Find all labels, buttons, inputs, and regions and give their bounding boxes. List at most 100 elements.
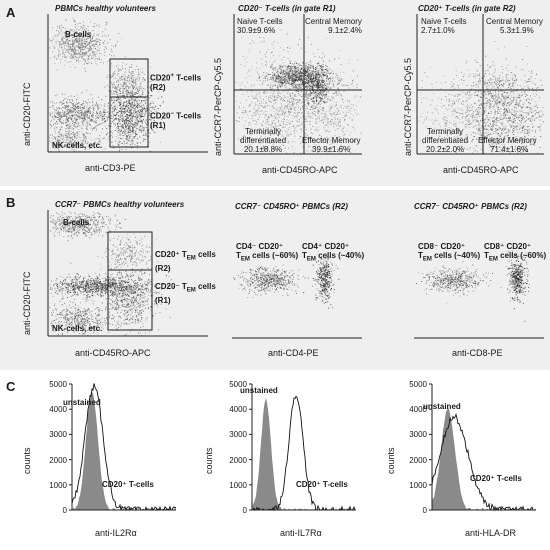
event-dot: [270, 101, 271, 103]
event-dot: [337, 128, 339, 130]
event-dot: [61, 126, 63, 128]
event-dot: [257, 113, 259, 115]
event-dot: [99, 142, 101, 144]
event-dot: [49, 113, 51, 115]
event-dot: [277, 75, 279, 77]
event-dot: [279, 77, 281, 79]
event-dot: [128, 93, 129, 95]
event-dot: [56, 112, 58, 114]
event-dot: [63, 35, 65, 37]
event-dot: [144, 97, 146, 99]
event-dot: [301, 73, 303, 75]
event-dot: [325, 37, 327, 39]
event-dot: [270, 65, 272, 67]
event-dot: [311, 70, 313, 72]
event-dot: [121, 125, 123, 127]
event-dot: [122, 125, 124, 127]
event-dot: [275, 79, 277, 81]
event-dot: [300, 78, 302, 80]
event-dot: [65, 19, 67, 21]
event-dot: [269, 74, 271, 75]
event-dot: [123, 101, 125, 103]
event-dot: [59, 134, 61, 135]
event-dot: [125, 91, 126, 93]
event-dot: [329, 78, 331, 79]
event-dot: [298, 119, 300, 121]
event-dot: [321, 113, 323, 115]
event-dot: [312, 74, 314, 76]
event-dot: [299, 79, 301, 81]
event-dot: [345, 114, 347, 116]
event-dot: [59, 53, 61, 55]
event-dot: [128, 128, 129, 130]
event-dot: [51, 126, 52, 128]
event-dot: [300, 78, 302, 80]
event-dot: [318, 117, 320, 119]
event-dot: [78, 40, 80, 42]
event-dot: [277, 68, 279, 70]
event-dot: [132, 116, 133, 118]
event-dot: [78, 129, 79, 131]
event-dot: [263, 77, 265, 79]
event-dot: [312, 80, 314, 82]
event-dot: [301, 121, 303, 123]
event-dot: [317, 126, 319, 128]
event-dot: [90, 107, 92, 109]
event-dot: [317, 83, 319, 85]
event-dot: [292, 84, 294, 86]
event-dot: [136, 87, 138, 89]
event-dot: [319, 84, 321, 86]
event-dot: [332, 73, 334, 75]
event-dot: [80, 42, 82, 44]
event-dot: [97, 46, 99, 48]
event-dot: [283, 78, 285, 80]
event-dot: [297, 79, 299, 81]
event-dot: [273, 69, 274, 71]
event-dot: [61, 114, 63, 116]
event-dot: [301, 74, 303, 76]
event-dot: [94, 141, 96, 143]
event-dot: [104, 109, 106, 111]
event-dot: [131, 98, 133, 100]
event-dot: [291, 75, 293, 77]
event-dot: [119, 87, 121, 89]
event-dot: [319, 75, 321, 77]
event-dot: [316, 85, 318, 87]
event-dot: [251, 69, 253, 71]
event-dot: [94, 120, 95, 122]
event-dot: [67, 113, 69, 115]
event-dot: [304, 71, 306, 72]
event-dot: [57, 48, 59, 50]
event-dot: [144, 79, 145, 81]
event-dot: [313, 98, 315, 99]
event-dot: [85, 63, 87, 64]
event-dot: [283, 56, 285, 58]
event-dot: [307, 102, 309, 104]
event-dot: [118, 84, 119, 86]
event-dot: [85, 30, 87, 32]
event-dot: [73, 47, 75, 49]
event-dot: [307, 66, 309, 68]
event-dot: [75, 116, 77, 118]
event-dot: [98, 39, 100, 40]
event-dot: [140, 109, 142, 111]
event-dot: [312, 82, 314, 84]
event-dot: [122, 79, 123, 81]
event-dot: [122, 116, 124, 118]
event-dot: [61, 134, 63, 136]
event-dot: [142, 92, 144, 93]
event-dot: [112, 103, 114, 105]
event-dot: [94, 121, 96, 123]
event-dot: [83, 31, 85, 33]
event-dot: [73, 37, 75, 39]
event-dot: [253, 42, 255, 44]
event-dot: [282, 82, 284, 84]
event-dot: [143, 100, 145, 102]
event-dot: [73, 133, 75, 135]
event-dot: [73, 41, 75, 43]
event-dot: [277, 85, 279, 87]
event-dot: [305, 85, 307, 87]
event-dot: [305, 109, 307, 111]
event-dot: [88, 112, 90, 114]
event-dot: [85, 113, 87, 115]
